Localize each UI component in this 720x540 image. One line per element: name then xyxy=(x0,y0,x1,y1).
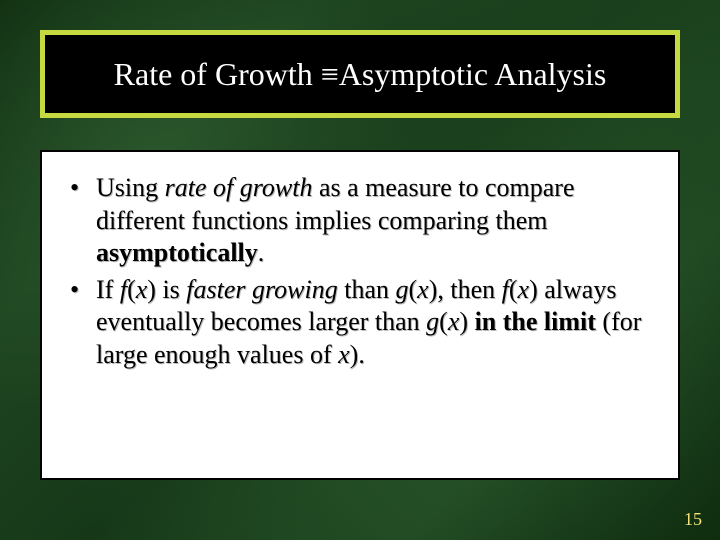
title-box: Rate of Growth ≡Asymptotic Analysis xyxy=(40,30,680,118)
bullet-item: •Using rate of growth as a measure to co… xyxy=(70,172,650,270)
bullet-text: If f(x) is faster growing than g(x), the… xyxy=(96,274,650,372)
bullet-text: Using rate of growth as a measure to com… xyxy=(96,172,650,270)
bullet-marker: • xyxy=(70,172,96,270)
bullet-marker: • xyxy=(70,274,96,372)
bullet-item: •If f(x) is faster growing than g(x), th… xyxy=(70,274,650,372)
page-number: 15 xyxy=(684,509,702,530)
slide-title: Rate of Growth ≡Asymptotic Analysis xyxy=(114,56,607,93)
content-box: •Using rate of growth as a measure to co… xyxy=(40,150,680,480)
bullets-list: •Using rate of growth as a measure to co… xyxy=(70,172,650,371)
